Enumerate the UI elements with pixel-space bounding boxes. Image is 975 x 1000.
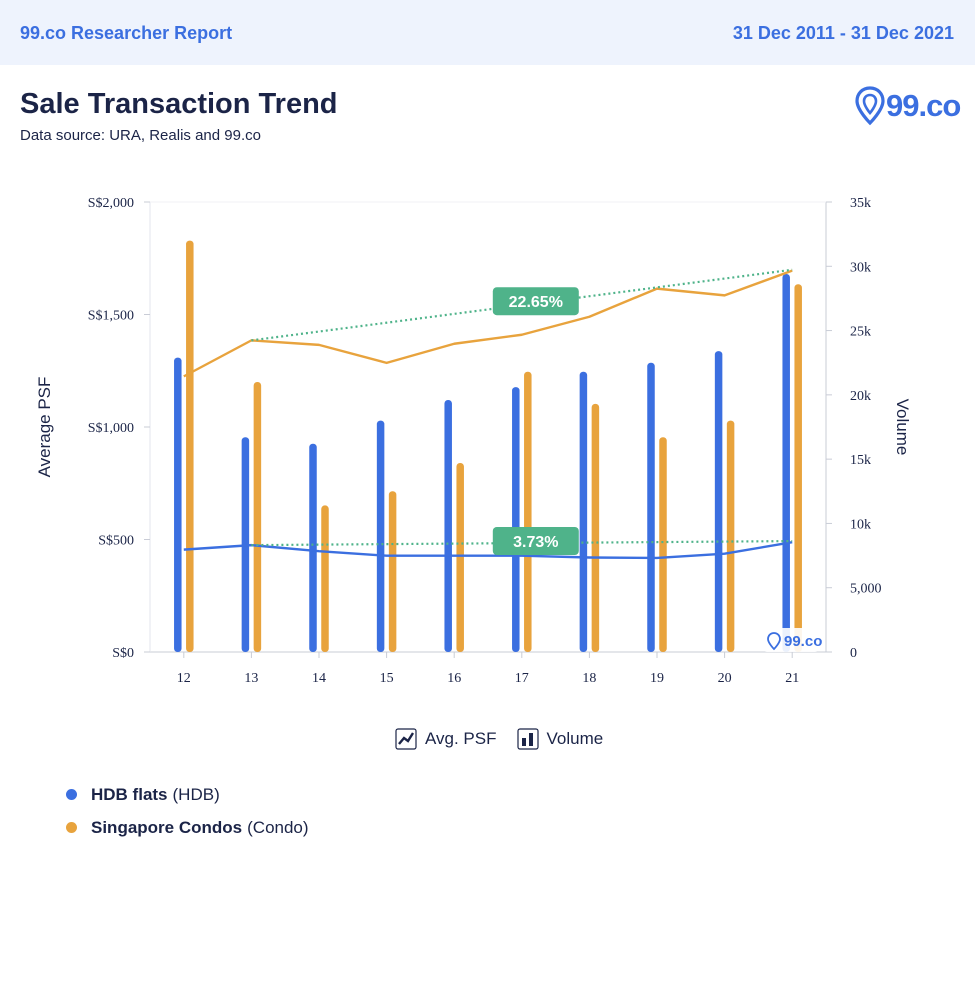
y2-tick-label: 20k (850, 389, 871, 404)
y-tick-label: S$500 (98, 534, 134, 549)
trend-badge (492, 526, 579, 555)
psf-line (183, 269, 793, 378)
x-tick-label: 19 (650, 671, 664, 686)
legend-condo[interactable]: Singapore Condos (Condo) (66, 811, 309, 844)
hdb-name: HDB flats (91, 784, 168, 804)
volume-bar (309, 443, 317, 652)
x-tick-label: 17 (515, 671, 529, 686)
series-legend: HDB flats (HDB) Singapore Condos (Condo) (66, 778, 309, 844)
legend-volume[interactable]: Volume (516, 728, 604, 750)
logo-text: 99.co (886, 88, 961, 123)
y-axis-title: Average PSF (35, 377, 54, 478)
bar-chart-icon (516, 728, 539, 750)
y2-tick-label: 30k (850, 260, 871, 275)
location-pin-icon (855, 86, 885, 126)
report-brand: 99.co Researcher Report (20, 23, 233, 43)
watermark-pin-icon (767, 632, 781, 651)
volume-bar (591, 403, 600, 652)
volume-bar (321, 505, 329, 652)
y2-tick-label: 5,000 (850, 582, 882, 597)
y-tick-label: S$1,500 (88, 309, 134, 324)
trend-badge-label: 3.73% (513, 534, 558, 551)
trend-badge (492, 287, 579, 316)
sale-transaction-chart: S$0 S$500 S$1,000 S$1,500 S$2,000 0 5,000 10k 15… (35, 196, 912, 686)
x-tick-label: 21 (785, 671, 799, 686)
x-tick-label: 15 (380, 671, 394, 686)
y2-tick-label: 25k (850, 325, 871, 340)
trend-lines: 22.65% 3.73% (251, 268, 793, 555)
y2-tick-label: 15k (850, 453, 871, 468)
volume-bar (714, 351, 723, 652)
hdb-code: (HDB) (172, 784, 220, 804)
legend-avg-psf-label: Avg. PSF (425, 729, 497, 748)
x-tick-label: 13 (244, 671, 258, 686)
chart-type-legend: Avg. PSF Volume (395, 728, 603, 750)
condo-code: (Condo) (247, 817, 309, 837)
legend-volume-label: Volume (546, 729, 604, 748)
line-chart-icon (395, 728, 417, 750)
hdb-color-dot (66, 789, 77, 800)
y-tick-label: S$0 (112, 646, 134, 661)
condo-name: Singapore Condos (91, 817, 243, 837)
x-tick-label: 16 (447, 671, 461, 686)
volume-bar (512, 387, 520, 652)
psf-line (183, 541, 793, 560)
x-tick-label: 12 (177, 671, 191, 686)
condo-color-dot (66, 822, 77, 833)
y2-tick-label: 0 (850, 646, 857, 661)
volume-bar (579, 371, 588, 652)
date-range: 31 Dec 2011 - 31 Dec 2021 (732, 23, 954, 43)
volume-bar (388, 491, 397, 652)
volume-bar (186, 240, 194, 653)
x-tick-label: 20 (718, 671, 732, 686)
brand-logo: 99.co (855, 86, 961, 126)
legend-avg-psf[interactable]: Avg. PSF (395, 728, 497, 750)
data-source: Data source: URA, Realis and 99.co (20, 127, 261, 144)
legend-hdb[interactable]: HDB flats (HDB) (66, 778, 309, 811)
chart-watermark: 99.co (763, 628, 822, 652)
volume-bar (782, 274, 790, 652)
volume-bar (659, 437, 667, 652)
psf-lines (183, 269, 793, 560)
volume-bar (444, 400, 452, 652)
volume-bar (253, 382, 262, 652)
y-tick-label: S$2,000 (88, 196, 134, 211)
trend-badge-label: 22.65% (509, 294, 563, 311)
y-tick-label: S$1,000 (88, 421, 134, 436)
y2-tick-label: 10k (850, 517, 871, 532)
volume-bar (456, 463, 464, 652)
x-tick-label: 18 (582, 671, 596, 686)
trend-line (251, 268, 793, 342)
y2-axis-title: Volume (893, 399, 912, 456)
x-tick-label: 14 (312, 671, 326, 686)
page-title: Sale Transaction Trend (20, 88, 338, 120)
volume-bars (174, 240, 802, 653)
volume-bar (794, 284, 802, 652)
volume-bar (376, 420, 385, 652)
y2-tick-label: 35k (850, 196, 871, 211)
volume-bar (524, 371, 532, 652)
chart-axes: S$0 S$500 S$1,000 S$1,500 S$2,000 0 5,000 10k 15… (35, 196, 912, 686)
report-header: 99.co Researcher Report 31 Dec 2011 - 31… (0, 0, 975, 65)
volume-bar (726, 420, 735, 652)
volume-bar (174, 357, 182, 652)
volume-bar (647, 362, 655, 652)
watermark-text: 99.co (784, 633, 822, 650)
